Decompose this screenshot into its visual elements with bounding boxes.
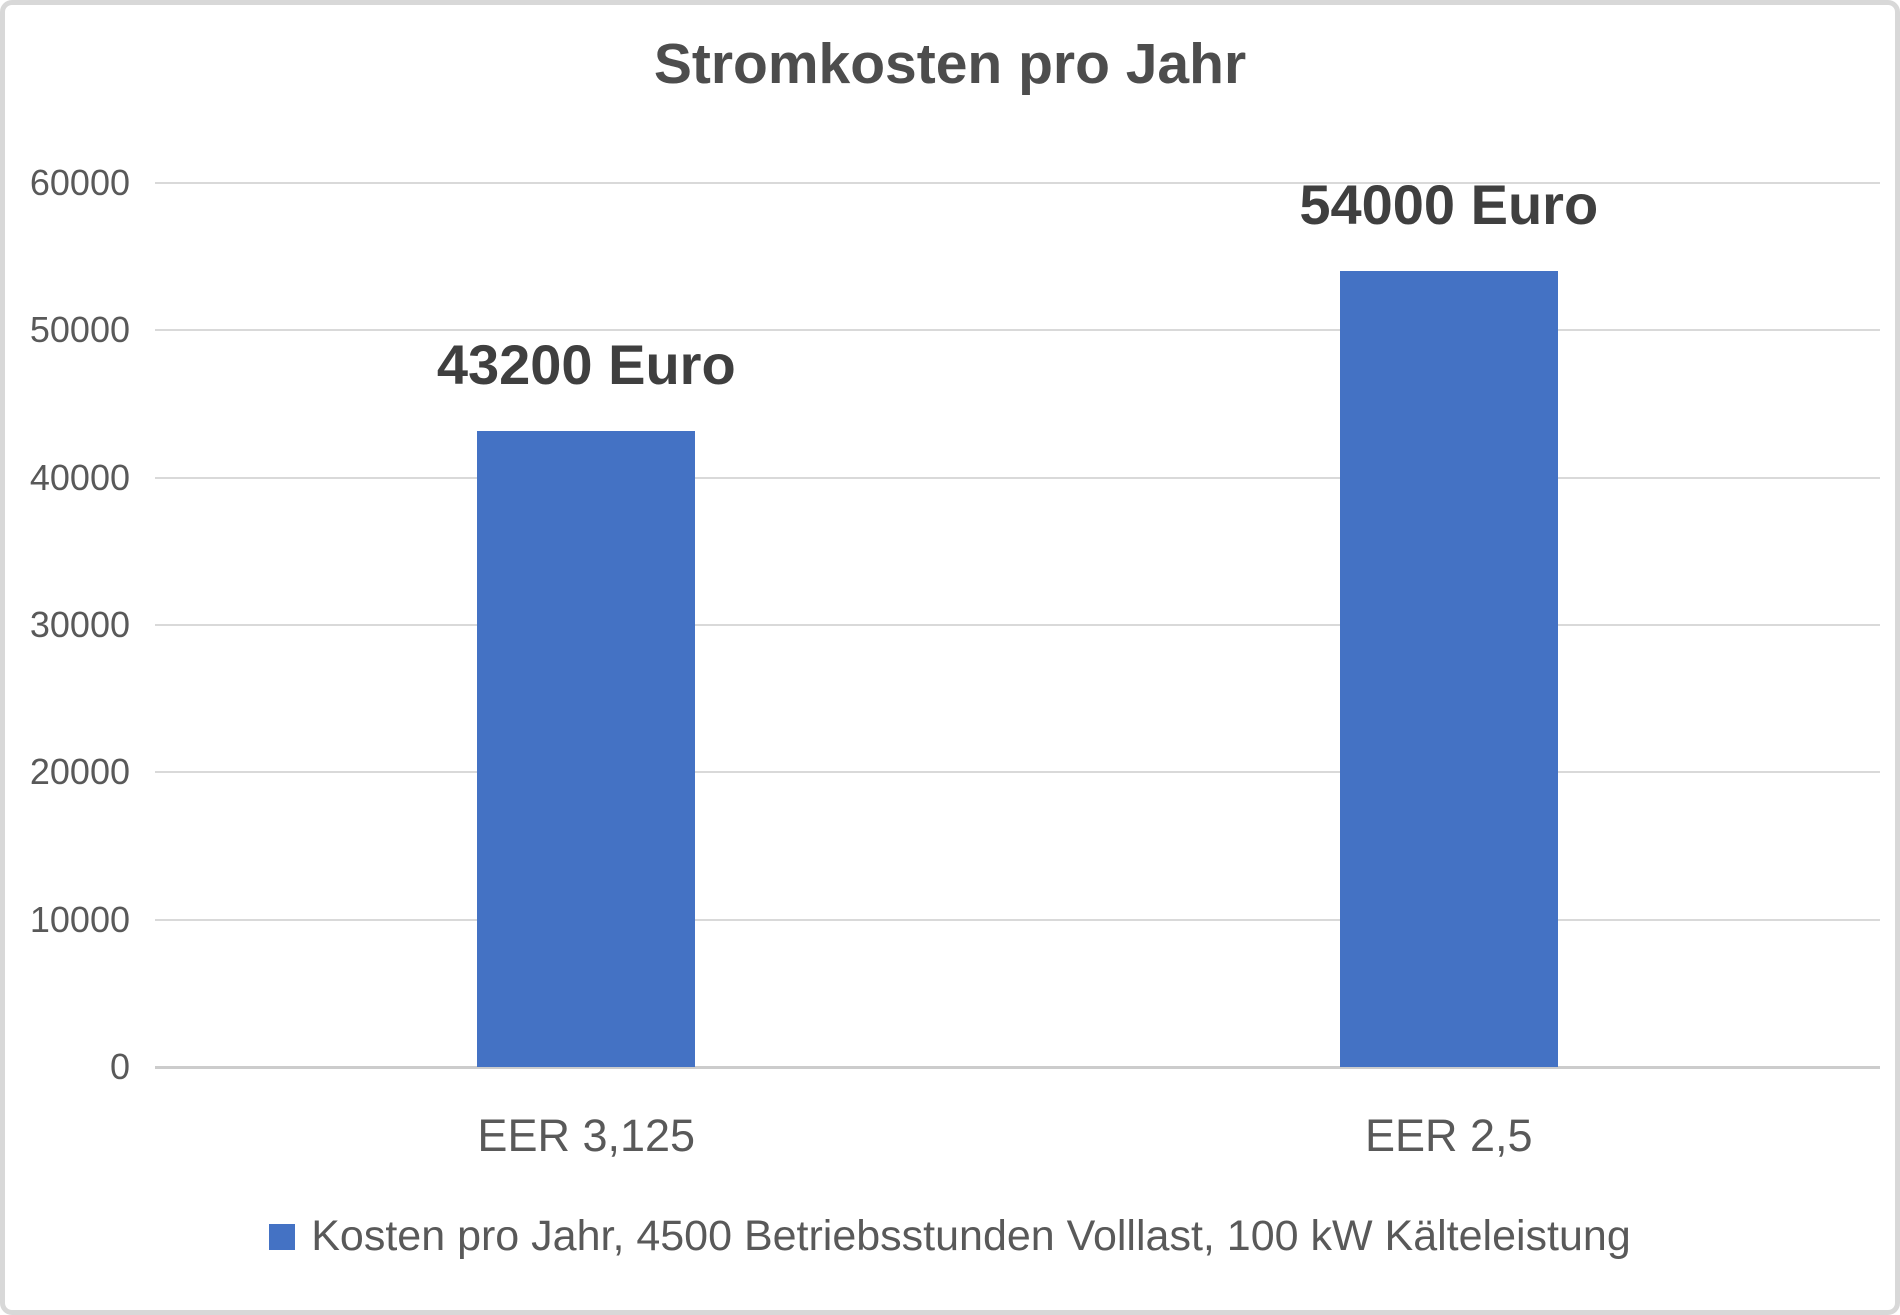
y-axis-tick-label: 30000: [29, 604, 130, 645]
y-axis-tick-label: 60000: [29, 162, 130, 203]
plot-area: 0 10000 20000 30000 40000 50000 60000 43200 Eur…: [30, 165, 1880, 1158]
gridline: [155, 918, 1880, 921]
gridline: [155, 182, 1880, 184]
gridline: [155, 771, 1880, 774]
gridline: [155, 329, 1880, 332]
x-axis-line: [155, 1066, 1880, 1069]
y-axis-tick-label: 10000: [29, 898, 130, 940]
chart-title: Stromkosten pro Jahr: [653, 32, 1247, 96]
y-axis-tick-label: 20000: [29, 751, 130, 793]
y-axis-tick-label: 0: [109, 1046, 130, 1087]
bar: [477, 430, 696, 1067]
legend-series-label: Kosten pro Jahr, 4500 Betriebsstunden Vo…: [311, 1211, 1631, 1260]
x-axis-category-label: EER 3,125: [477, 1110, 696, 1161]
gridline: [155, 624, 1880, 626]
y-axis-tick-label: 50000: [29, 309, 130, 351]
legend: Kosten pro Jahr, 4500 Betriebsstunden Vo…: [5, 1211, 1895, 1260]
x-axis-category-label: EER 2,5: [1364, 1110, 1533, 1161]
bar-value-label: 43200 Euro: [436, 332, 736, 396]
y-axis-tick-label: 40000: [29, 456, 130, 498]
legend-marker-icon: [269, 1224, 296, 1251]
bar-value-label: 54000 Euro: [1299, 173, 1599, 237]
gridline: [155, 476, 1880, 479]
bar: [1339, 271, 1558, 1067]
